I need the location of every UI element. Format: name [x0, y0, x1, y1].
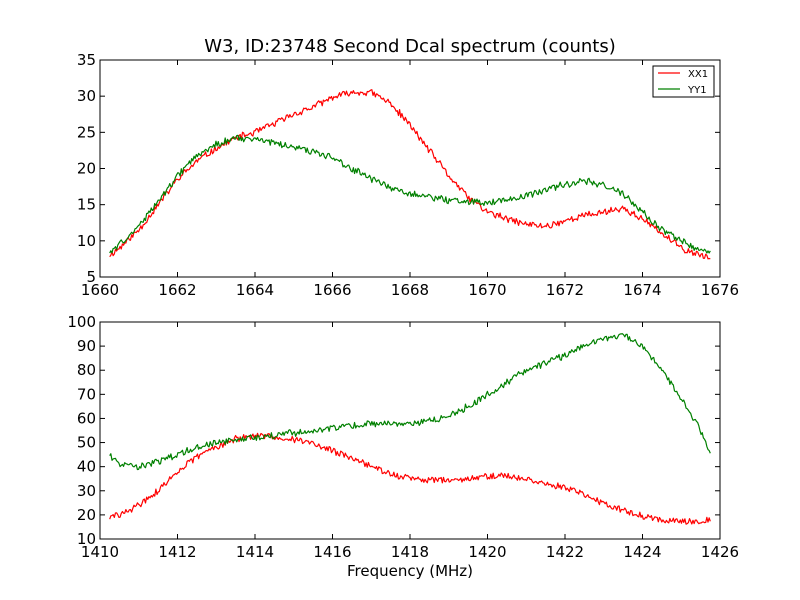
legend-label-yy1: YY1: [687, 85, 707, 96]
series-line-bottom-red: [109, 432, 711, 525]
y-tick-label: 70: [77, 385, 96, 403]
x-tick-label: 1424: [623, 543, 661, 561]
x-tick-label: 1422: [546, 543, 584, 561]
x-tick-label: 1412: [158, 543, 196, 561]
bottom-series-layer: [109, 333, 711, 525]
y-tick-label: 90: [77, 337, 96, 355]
bottom-spectrum-panel: 1410 1412 1414 1416 1418 1420 1422 1424 1426 10 20…: [67, 313, 739, 561]
x-tick-label: 1672: [546, 281, 584, 299]
x-tick-label: 1416: [313, 543, 351, 561]
series-line-top-green: [109, 134, 711, 254]
x-tick-label: 1670: [468, 281, 506, 299]
chart-title: W3, ID:23748 Second Dcal spectrum (count…: [204, 36, 616, 57]
y-tick-label: 100: [67, 313, 96, 331]
x-tick-label: 1410: [81, 543, 119, 561]
x-axis-label: Frequency (MHz): [347, 562, 473, 580]
y-tick-label: 30: [77, 87, 96, 105]
x-tick-label: 1666: [313, 281, 351, 299]
top-plot-frame: [99, 59, 721, 278]
y-tick-label: 25: [77, 123, 96, 141]
bottom-plot-frame: [99, 321, 721, 540]
y-tick-label: 10: [77, 232, 96, 250]
top-spectrum-panel: 1660 1662 1664 1666 1668 1670 1672 1674 1676 5 10 1…: [77, 51, 739, 299]
x-tick-label: 1418: [391, 543, 429, 561]
x-tick-label: 1414: [236, 543, 274, 561]
y-tick-label: 80: [77, 361, 96, 379]
x-tick-label: 1674: [623, 281, 661, 299]
top-axis-ticks: 1660 1662 1664 1666 1668 1670 1672 1674 1676 5 10 1…: [77, 51, 739, 299]
x-tick-label: 1660: [81, 281, 119, 299]
x-tick-label: 1426: [701, 543, 739, 561]
x-tick-label: 1662: [158, 281, 196, 299]
x-tick-label: 1420: [468, 543, 506, 561]
legend-label-xx1: XX1: [688, 69, 708, 80]
top-series-layer: [109, 89, 711, 260]
y-tick-label: 5: [86, 268, 96, 286]
y-tick-label: 15: [77, 196, 96, 214]
y-tick-label: 10: [77, 530, 96, 548]
legend: XX1 YY1: [652, 65, 715, 98]
bottom-axis-ticks: 1410 1412 1414 1416 1418 1420 1422 1424 1426 10 20…: [67, 313, 739, 561]
series-line-top-red: [109, 89, 711, 260]
y-tick-label: 20: [77, 506, 96, 524]
y-tick-label: 50: [77, 434, 96, 452]
y-tick-label: 40: [77, 458, 96, 476]
y-tick-label: 60: [77, 409, 96, 427]
x-tick-label: 1664: [236, 281, 274, 299]
x-tick-label: 1676: [701, 281, 739, 299]
x-tick-label: 1668: [391, 281, 429, 299]
legend-box: [652, 65, 715, 98]
y-tick-label: 35: [77, 51, 96, 69]
y-tick-label: 30: [77, 482, 96, 500]
y-tick-label: 20: [77, 160, 96, 178]
series-line-bottom-green: [109, 333, 711, 471]
